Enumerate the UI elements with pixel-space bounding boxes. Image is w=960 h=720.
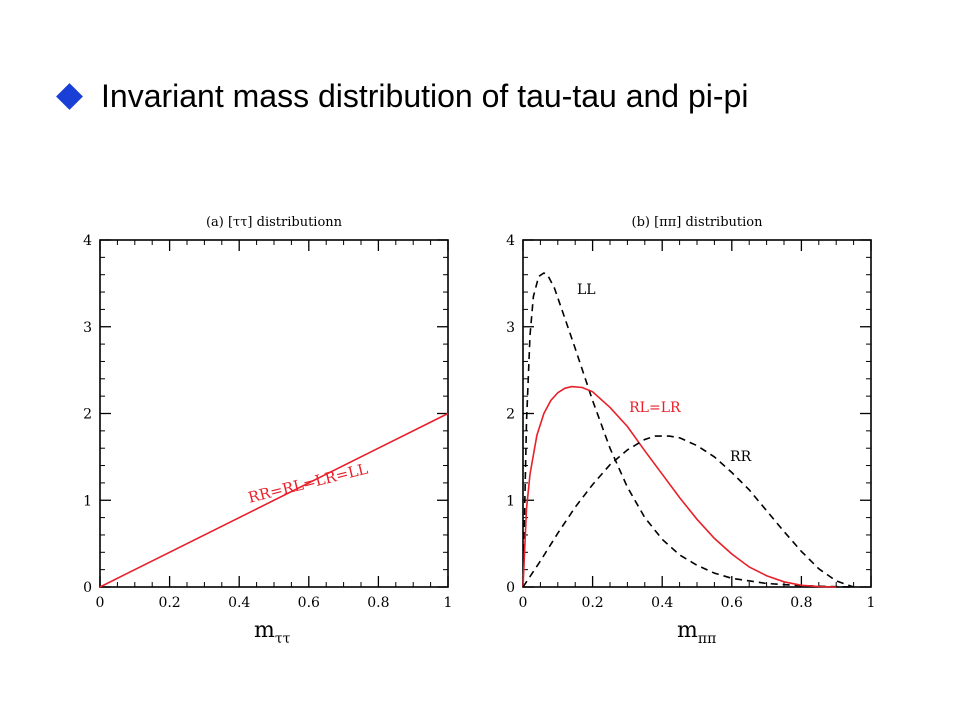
x-tick-label: 0.4 (651, 595, 673, 611)
x-tick-label: 0.2 (158, 595, 180, 611)
slide-title-text: Invariant mass distribution of tau-tau a… (101, 78, 749, 114)
series-label: RR=RL=LR=LL (246, 460, 369, 507)
y-tick-label: 1 (506, 493, 515, 509)
x-tick-label: 0 (96, 595, 105, 611)
x-tick-label: 0.4 (228, 595, 250, 611)
y-tick-label: 0 (506, 580, 515, 596)
chart-title: (b) [ππ] distribution (632, 215, 764, 230)
x-tick-label: 0 (519, 595, 528, 611)
x-tick-label: 1 (444, 595, 453, 611)
chart-panel-b: 0 0.2 0.4 0.6 0.8 1 0 1 2 3 4 (b) [ππ] distribution… (506, 215, 875, 647)
x-tick-label: 0.2 (581, 595, 603, 611)
y-tick-label: 0 (83, 580, 92, 596)
y-tick-label: 2 (506, 407, 515, 423)
series-line-ll (522, 272, 854, 588)
y-tick-label: 3 (83, 320, 92, 336)
x-tick-label: 1 (867, 595, 876, 611)
series-label: RL=LR (629, 400, 681, 416)
x-axis-label: mππ (677, 618, 716, 647)
series-line-rr-rl-lr-ll (99, 412, 449, 588)
series-line-rr (522, 435, 854, 588)
x-tick-label: 0.8 (367, 595, 389, 611)
y-tick-label: 2 (83, 407, 92, 423)
x-axis-label: mττ (254, 618, 291, 647)
x-tick-label: 0.8 (790, 595, 812, 611)
series-label: RR (730, 449, 752, 465)
y-tick-label: 4 (83, 233, 92, 249)
series-line-rl-lr (522, 385, 837, 588)
x-tick-label: 0.6 (298, 595, 320, 611)
slide-title: Invariant mass distribution of tau-tau a… (56, 78, 748, 115)
series-label: LL (577, 282, 596, 298)
chart-title: (a) [ττ] distributionn (206, 215, 343, 230)
plot-frame (522, 239, 872, 588)
plot-frame (99, 239, 449, 588)
y-tick-label: 4 (506, 233, 515, 249)
y-tick-label: 3 (506, 320, 515, 336)
y-tick-label: 1 (83, 493, 92, 509)
x-tick-label: 0.6 (721, 595, 743, 611)
chart-panel-a: 0 0.2 0.4 0.6 0.8 1 0 1 2 3 4 (a) [ττ] distribution… (83, 215, 452, 647)
